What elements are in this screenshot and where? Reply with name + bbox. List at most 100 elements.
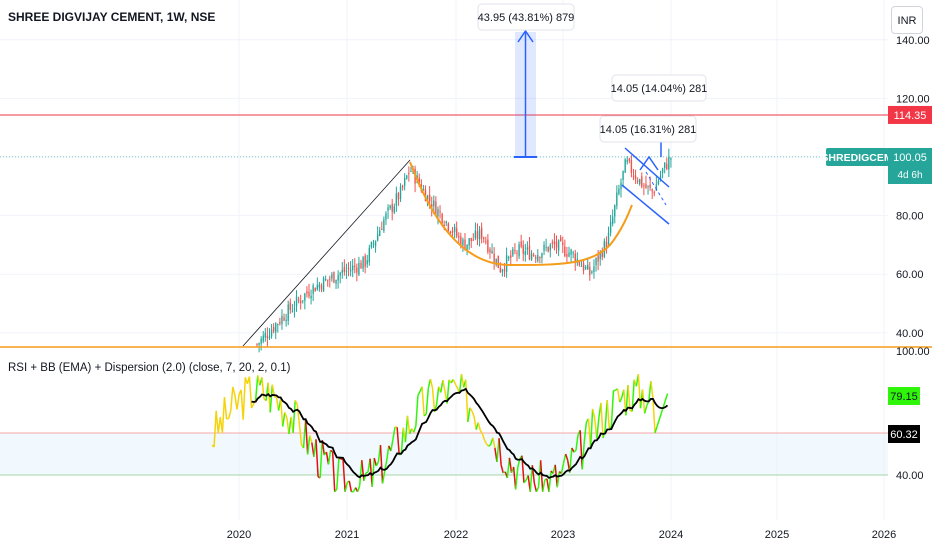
candle-body <box>318 284 321 288</box>
rsi-segment <box>242 377 247 420</box>
rsi-segment <box>421 386 425 417</box>
candle-body <box>512 248 514 256</box>
candle-body <box>499 267 502 272</box>
candle-body <box>310 295 312 299</box>
x-tick-label: 2023 <box>551 529 575 541</box>
candle-body <box>299 300 302 304</box>
candle-body <box>453 226 456 232</box>
candle-body <box>366 260 368 265</box>
candle-body <box>443 224 445 226</box>
candle-body <box>580 265 583 267</box>
rsi-segment <box>229 386 234 412</box>
candle-body <box>391 204 393 212</box>
candle-body <box>428 194 431 202</box>
candle-body <box>445 221 447 224</box>
rsi-segment <box>452 379 457 385</box>
rsi-segment <box>373 457 378 467</box>
candle-body <box>626 160 628 162</box>
candle-body <box>393 206 395 213</box>
last-price-badge <box>888 148 932 184</box>
candle-body <box>616 192 618 206</box>
rsi-segment <box>548 470 552 492</box>
candle-body <box>451 231 454 233</box>
candle-body <box>474 230 477 239</box>
rsi-segment <box>279 399 284 427</box>
rsi-segment <box>213 410 217 448</box>
basis-last-badge <box>888 425 920 443</box>
candle-body <box>358 262 360 275</box>
rsi-segment <box>379 445 384 484</box>
axes: 2020 2021 2022 2023 2024 2025 2026 40.00 60.00 80… <box>227 35 932 541</box>
rsi-segment <box>400 427 405 455</box>
candle-body <box>422 189 425 191</box>
candle-body <box>489 249 491 253</box>
rsi-segment <box>385 445 390 461</box>
candle-body <box>277 324 279 326</box>
rsi-segment <box>533 483 538 492</box>
candle-body <box>657 180 660 185</box>
candle-body <box>389 205 391 209</box>
candle-body <box>397 193 400 200</box>
rsi-segment <box>656 419 660 427</box>
rsi-segment <box>469 407 473 412</box>
rsi-segment <box>292 400 296 433</box>
candle-body <box>356 267 358 273</box>
candle-body <box>320 285 323 290</box>
rsi-segment <box>465 379 469 423</box>
candle-body <box>351 265 354 271</box>
candle-body <box>304 293 306 301</box>
rsi-segment <box>390 439 394 452</box>
candle-body <box>406 175 408 179</box>
candle-body <box>666 163 668 170</box>
candle-body <box>655 184 658 191</box>
candle-body <box>487 239 489 252</box>
candle-body <box>518 244 520 257</box>
candle-body <box>483 237 485 239</box>
candle-body <box>491 250 493 254</box>
rsi-segment <box>269 384 274 413</box>
rsi-segment <box>298 424 303 445</box>
candle-body <box>591 271 593 273</box>
candle-body <box>493 253 495 263</box>
candle-body <box>597 255 599 262</box>
annotation-box <box>611 74 707 102</box>
candle-body <box>281 315 283 325</box>
candle-body <box>651 189 653 192</box>
candle-body <box>476 231 479 240</box>
candle-body <box>460 236 462 247</box>
rsi-segment <box>579 430 583 470</box>
ind-y-tick-label: 40.00 <box>896 470 924 482</box>
rsi-segment <box>560 463 565 474</box>
y-tick-label: 60.00 <box>896 269 924 281</box>
rsi-segment <box>274 395 277 399</box>
candle-body <box>555 241 558 248</box>
candle-body <box>501 269 504 273</box>
candle-body <box>349 269 352 272</box>
currency-button[interactable]: INR <box>891 6 923 34</box>
rsi-segment <box>361 460 365 481</box>
candle-body <box>570 249 572 255</box>
candle-body <box>433 200 435 207</box>
rsi-segment <box>488 443 492 447</box>
candle-body <box>516 252 518 254</box>
candle-body <box>605 242 608 248</box>
price-pane: 43.95 (43.81%) 879 14.05 (14.04%) 281 14.0… <box>0 3 932 353</box>
candle-body <box>347 267 350 269</box>
candle-body <box>547 246 549 252</box>
rsi-segment <box>610 390 615 427</box>
rsi-segment <box>500 464 504 474</box>
candle-body <box>495 258 497 266</box>
annotation-label: 43.95 (43.81%) 879 <box>478 12 575 24</box>
candle-body <box>553 241 556 245</box>
candle-body <box>266 335 269 338</box>
rsi-segment <box>342 459 346 492</box>
rsi-segment <box>492 437 496 449</box>
rsi-segment <box>575 434 579 451</box>
x-tick-label: 2022 <box>444 529 468 541</box>
candle-body <box>466 244 468 252</box>
x-tick-label: 2025 <box>765 529 789 541</box>
candle-body <box>399 186 402 199</box>
rsi-segment <box>281 412 286 427</box>
rsi-segment <box>658 412 662 420</box>
candle-body <box>618 188 620 194</box>
